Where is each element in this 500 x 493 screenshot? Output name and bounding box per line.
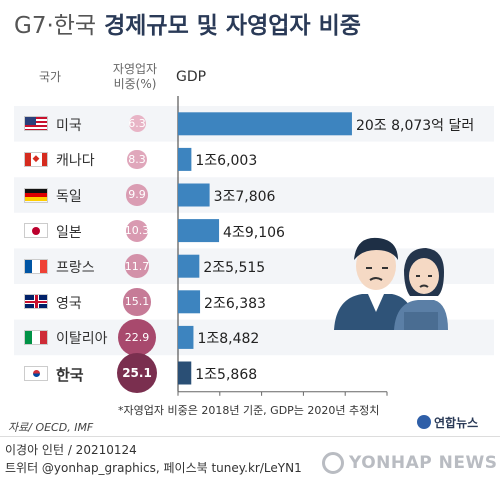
self-employed-column-header: 자영업자 비중(%) <box>112 62 158 91</box>
yonhap-logo: 연합뉴스 <box>417 414 478 431</box>
gdp-value-label: 3조7,806 <box>213 189 276 205</box>
self-employed-bubble: 11.7 <box>125 254 149 278</box>
x-tick-label: 10 <box>255 399 269 400</box>
gdp-bar-chart: 0 5 10 15 20 25 <box>14 96 494 400</box>
flag-france-icon <box>24 258 48 274</box>
chart-title: G7·한국 경제규모 및 자영업자 비중 <box>14 6 361 40</box>
flag-germany-icon <box>24 187 48 203</box>
country-name: 영국 <box>56 295 82 312</box>
self-employed-people-illustration <box>334 237 448 330</box>
self-employed-bubble: 8.3 <box>127 149 147 170</box>
self-employed-bubble: 10.3 <box>125 219 149 242</box>
gdp-bar <box>178 290 201 314</box>
x-tick-label: 20 <box>338 399 352 400</box>
title-main: 경제규모 및 자영업자 비중 <box>104 13 361 39</box>
gdp-bar <box>178 183 210 207</box>
credit-social: 트위터 @yonhap_graphics, 페이스북 tuney.kr/LeYN… <box>5 461 302 475</box>
country-name: 캐나다 <box>56 153 95 170</box>
country-name: 이탈리아 <box>56 331 108 348</box>
flag-japan-icon <box>24 223 48 239</box>
logo-text: 연합뉴스 <box>434 416 479 430</box>
gdp-bar <box>178 147 192 171</box>
row-background <box>14 177 494 213</box>
gdp-value-label: 1조6,003 <box>195 153 258 170</box>
gdp-value-label: 2조5,515 <box>203 260 266 277</box>
x-tick-label: 15 <box>296 399 310 400</box>
gdp-column-header: GDP <box>176 69 207 85</box>
flag-italy-icon <box>24 329 48 345</box>
flag-canada-icon: ◆ <box>24 151 48 167</box>
gdp-value-label: 2조6,383 <box>204 295 266 312</box>
credit-author-date: 이경아 인턴 / 20210124 <box>5 443 137 457</box>
title-prefix: G7·한국 <box>14 13 97 39</box>
gdp-bar <box>178 325 194 349</box>
self-employed-bubble: 25.1 <box>117 353 157 393</box>
logo-mark-icon <box>417 415 431 429</box>
gdp-bar <box>178 219 220 243</box>
self-employed-bubble: 15.1 <box>123 287 151 316</box>
watermark-logo-icon <box>322 452 344 474</box>
country-name: 프랑스 <box>56 260 95 277</box>
gdp-bar <box>178 112 352 136</box>
source-text: 자료/ OECD, IMF <box>8 421 94 434</box>
self-employed-bubble: 6.3 <box>128 115 146 133</box>
flag-korea-icon <box>24 365 48 381</box>
gdp-value-label: 4조9,106 <box>223 224 285 241</box>
watermark: YONHAP NEWS <box>322 452 497 474</box>
x-tick-label: 25 <box>380 399 394 400</box>
gdp-value-label: 20조 8,073억 달러 <box>355 117 475 134</box>
self-employed-bubble: 9.9 <box>126 184 148 206</box>
x-tick-label: 5 <box>216 399 223 400</box>
self-employed-bubble: 22.9 <box>118 318 156 357</box>
country-name: 독일 <box>56 189 82 205</box>
flag-usa-icon <box>24 116 48 132</box>
country-name: 미국 <box>56 117 82 134</box>
gdp-bar <box>178 254 200 278</box>
flag-uk-icon <box>24 294 48 310</box>
gdp-bar <box>178 361 192 385</box>
x-tick-label: 0 <box>175 399 182 400</box>
gdp-value-label: 1조5,868 <box>195 367 258 383</box>
country-name: 한국 <box>56 366 84 384</box>
credits-footer: 이경아 인턴 / 20210124 트위터 @yonhap_graphics, … <box>0 436 500 493</box>
watermark-text: YONHAP NEWS <box>349 453 498 473</box>
footnote: *자영업자 비중은 2018년 기준, GDP는 2020년 추정치 <box>118 404 380 417</box>
country-name: 일본 <box>56 224 82 241</box>
country-column-header: 국가 <box>38 70 62 84</box>
gdp-value-label: 1조8,482 <box>197 331 260 348</box>
